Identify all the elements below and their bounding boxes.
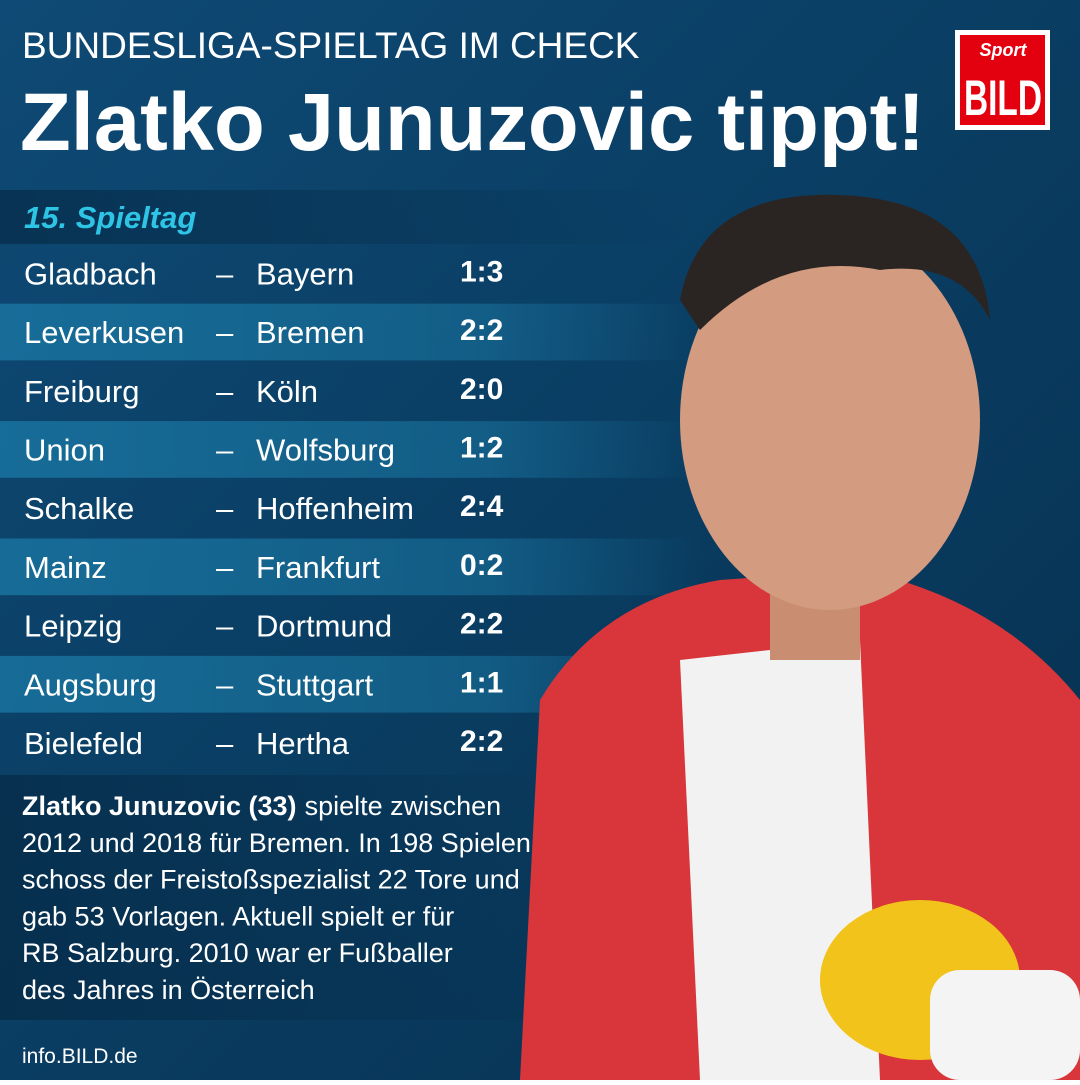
row-stripe: [0, 538, 700, 596]
away-team: Dortmund: [256, 609, 392, 644]
away-team: Hoffenheim: [256, 491, 414, 526]
logo-box: [960, 35, 1045, 125]
bio-name: Zlatko Junuzovic (33): [22, 791, 297, 821]
bio-text: RB Salzburg. 2010 war er Fußballer: [22, 938, 453, 968]
score: 0:2: [460, 549, 503, 582]
logo-top: Sport: [980, 40, 1028, 60]
home-team: Union: [24, 432, 105, 467]
away-team: Stuttgart: [256, 667, 374, 702]
separator: –: [216, 432, 234, 467]
score: 1:1: [460, 666, 503, 699]
score: 1:2: [460, 431, 503, 464]
bio-text: gab 53 Vorlagen. Aktuell spielt er für: [22, 901, 454, 931]
score: 2:2: [460, 725, 503, 758]
title: Zlatko Junuzovic tippt!: [20, 77, 925, 168]
separator: –: [216, 374, 234, 409]
score: 2:0: [460, 373, 503, 406]
separator: –: [216, 609, 234, 644]
logo: Sport BILD: [955, 30, 1050, 130]
matchday-band: [0, 190, 700, 244]
bio-band: [0, 775, 620, 1020]
row-stripe: [0, 303, 700, 361]
separator: –: [216, 256, 234, 291]
score: 2:4: [460, 490, 504, 523]
away-team: Wolfsburg: [256, 432, 395, 467]
away-team: Frankfurt: [256, 550, 380, 585]
separator: –: [216, 315, 234, 350]
away-team: Bayern: [256, 256, 354, 291]
separator: –: [216, 550, 234, 585]
matchday: 15. Spieltag: [24, 200, 196, 235]
home-team: Mainz: [24, 550, 107, 585]
home-team: Gladbach: [24, 256, 157, 291]
bio-line: Zlatko Junuzovic (33) spielte zwischen: [22, 791, 501, 821]
bio-text: spielte zwischen: [305, 791, 502, 821]
separator: –: [216, 726, 234, 761]
score: 2:2: [460, 314, 503, 347]
bio: 2012 und 2018 für Bremen. In 198 Spielen…: [22, 828, 531, 1005]
player-photo: [520, 194, 1080, 1080]
home-team: Augsburg: [24, 667, 157, 702]
kicker: BUNDESLIGA-SPIELTAG IM CHECK: [22, 25, 640, 66]
home-team: Leipzig: [24, 609, 122, 644]
separator: –: [216, 491, 234, 526]
footer: info.BILD.de: [22, 1045, 138, 1068]
logo-bottom: BILD: [964, 70, 1042, 126]
home-team: Bielefeld: [24, 726, 143, 761]
home-team: Schalke: [24, 491, 134, 526]
row-stripe: [0, 421, 700, 478]
separator: –: [216, 667, 234, 702]
score: 2:2: [460, 608, 503, 641]
bio-text: schoss der Freistoßspezialist 22 Tore un…: [22, 865, 520, 895]
away-team: Bremen: [256, 315, 365, 350]
bio-text: 2012 und 2018 für Bremen. In 198 Spielen: [22, 828, 531, 858]
home-team: Leverkusen: [24, 315, 184, 350]
score: 1:3: [460, 255, 503, 288]
home-team: Freiburg: [24, 374, 139, 409]
away-team: Köln: [256, 374, 318, 409]
away-team: Hertha: [256, 726, 350, 761]
bio-text: des Jahres in Österreich: [22, 975, 315, 1005]
